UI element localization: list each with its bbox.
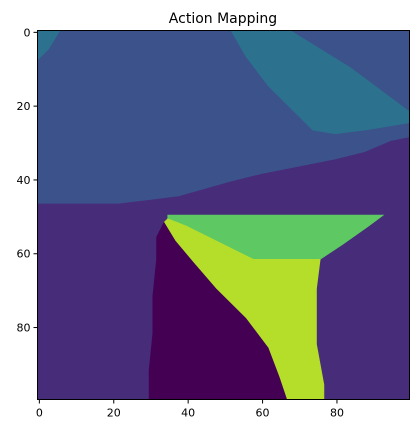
plot-area <box>37 30 410 400</box>
x-tick-label-0: 0 <box>36 407 43 420</box>
x-axis: 0 20 40 60 80 <box>36 399 344 420</box>
y-tick-label-2: 40 <box>17 174 31 187</box>
x-tick-label-1: 20 <box>107 407 121 420</box>
y-tick-label-1: 20 <box>17 100 31 113</box>
chart-title: Action Mapping <box>169 11 277 27</box>
heatmap-region-2 <box>230 30 410 135</box>
y-tick-label-0: 0 <box>24 26 31 39</box>
x-tick-label-4: 80 <box>330 407 344 420</box>
plot-frame <box>37 30 410 400</box>
x-tick-label-3: 60 <box>256 407 270 420</box>
y-axis: 0 20 40 60 80 <box>17 26 38 335</box>
y-tick-label-3: 60 <box>17 248 31 261</box>
x-tick-label-2: 40 <box>181 407 195 420</box>
y-tick-label-4: 80 <box>17 322 31 335</box>
